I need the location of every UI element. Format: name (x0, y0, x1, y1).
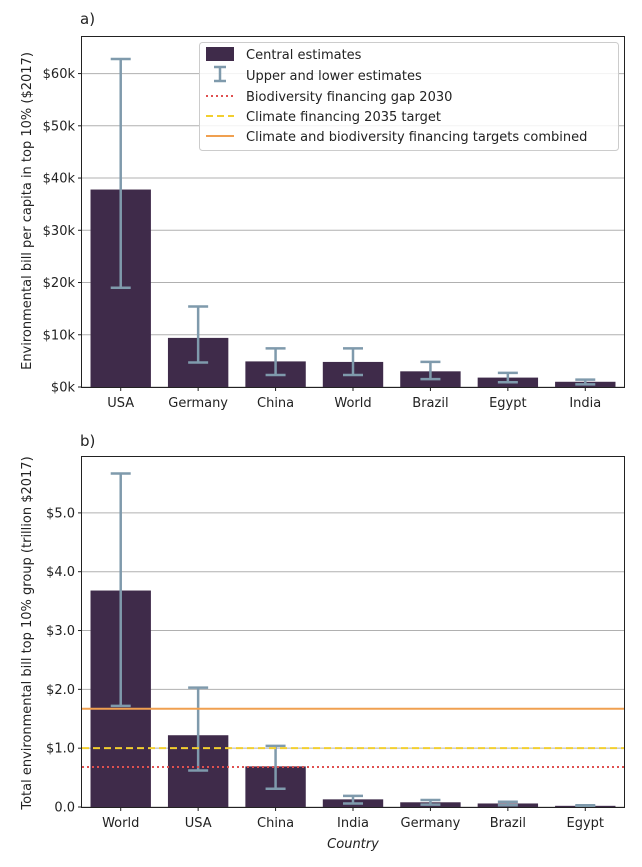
panel-a-errorbars (110, 57, 596, 386)
legend-combined-label: Climate and biodiversity financing targe… (246, 130, 587, 145)
panel-b-y-ticks: 0.0 $1.0 $2.0 $3.0 $4.0 $5.0 (46, 506, 82, 816)
b-x-tick-label: Germany (401, 816, 461, 831)
legend-central-label: Central estimates (246, 48, 362, 63)
panel-a-y-ticks: $0k $10k $20k $30k $40k $50k $60k (43, 67, 82, 396)
legend-box (199, 42, 619, 151)
b-y-tick-label: 0.0 (54, 801, 75, 816)
a-x-tick-label: Brazil (412, 396, 448, 411)
legend-bounds-swatch (214, 65, 226, 83)
b-x-tick-label: China (257, 816, 294, 831)
legend-climate-label: Climate financing 2035 target (246, 110, 441, 125)
b-y-tick-label: $3.0 (46, 624, 75, 639)
a-x-tick-label: Egypt (489, 396, 527, 411)
a-x-tick-label: Germany (168, 396, 228, 411)
a-x-tick-label: India (569, 396, 601, 411)
panel-b-label: b) (80, 432, 95, 450)
b-x-tick-label: USA (185, 816, 212, 831)
a-y-tick-label: $40k (43, 172, 76, 187)
b-y-tick-label: $5.0 (46, 506, 75, 521)
a-x-tick-label: China (257, 396, 294, 411)
panel-a-y-axis-label: Environmental bill per capita in top 10%… (20, 52, 35, 370)
b-x-tick-label: Brazil (490, 816, 526, 831)
legend: Central estimates Upper and lower estima… (199, 42, 619, 151)
panel-b-grid (82, 512, 624, 808)
a-y-tick-label: $30k (43, 224, 76, 239)
panel-a: a) $0k $10k $20k $30k $40k $50k $60k USA German… (20, 10, 625, 411)
legend-bounds-label: Upper and lower estimates (246, 69, 422, 84)
panel-a-x-ticks: USA Germany China World Brazil Egypt India (107, 387, 601, 411)
a-x-tick-label: World (334, 396, 371, 411)
a-y-tick-label: $10k (43, 328, 76, 343)
legend-biodiversity-label: Biodiversity financing gap 2030 (246, 90, 452, 105)
panel-b-x-axis-label: Country (327, 837, 379, 852)
b-y-tick-label: $4.0 (46, 565, 75, 580)
a-x-tick-label: USA (107, 396, 134, 411)
b-x-tick-label: Egypt (567, 816, 605, 831)
a-y-tick-label: $60k (43, 67, 76, 82)
legend-central-swatch (206, 47, 234, 61)
panel-b: b) 0.0 $1.0 $2.0 $3.0 $4.0 $5.0 World USA China… (20, 432, 625, 852)
panel-b-y-axis-label: Total environmental bill top 10% group (… (20, 456, 35, 810)
b-x-tick-label: World (102, 816, 139, 831)
a-y-tick-label: $20k (43, 276, 76, 291)
a-y-tick-label: $0k (51, 381, 76, 396)
panel-b-bars (90, 590, 616, 807)
panel-b-x-ticks: World USA China India Germany Brazil Egypt (102, 807, 604, 831)
b-y-tick-label: $1.0 (46, 742, 75, 757)
panel-b-frame (81, 456, 625, 808)
panel-b-errorbars (110, 472, 596, 808)
b-y-tick-label: $2.0 (46, 683, 75, 698)
a-y-tick-label: $50k (43, 119, 76, 134)
panel-b-reference-lines (82, 707, 624, 768)
panel-a-frame (81, 36, 625, 388)
b-x-tick-label: India (337, 816, 369, 831)
panel-a-label: a) (80, 10, 95, 28)
